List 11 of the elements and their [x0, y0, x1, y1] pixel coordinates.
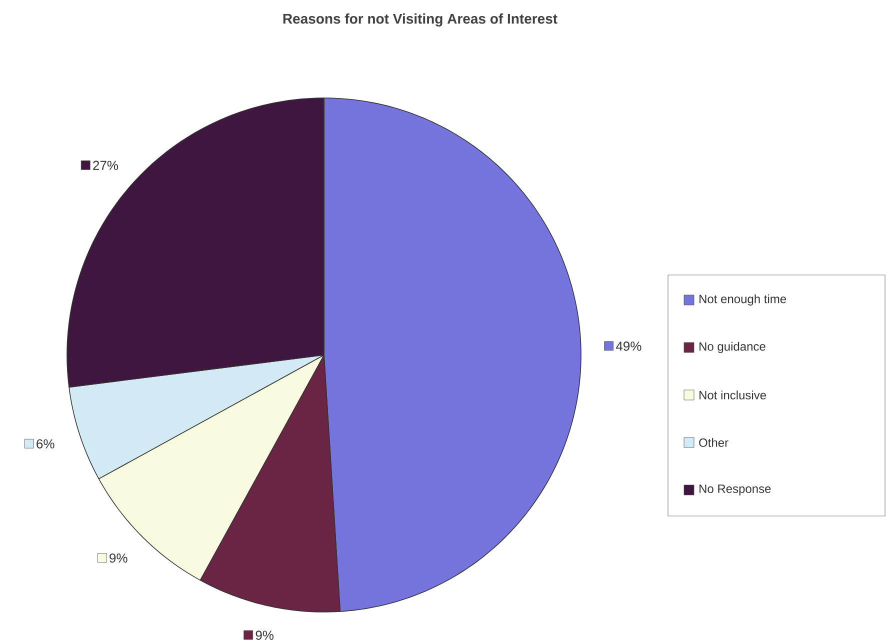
data-label: 49%	[616, 342, 642, 351]
legend-label: Other	[699, 438, 728, 447]
legend-label: Not inclusive	[700, 390, 766, 400]
legend-label: No Response	[700, 484, 771, 496]
data-label: 6%	[36, 439, 54, 448]
data-label: 9%	[256, 630, 274, 640]
data-label: 27%	[93, 160, 118, 170]
legend-label: No guidance	[700, 342, 766, 354]
legend-label: Not enough time	[700, 294, 786, 306]
chart-title: Reasons for not Visiting Areas of Interest	[283, 13, 558, 27]
data-label: 9%	[110, 553, 128, 563]
